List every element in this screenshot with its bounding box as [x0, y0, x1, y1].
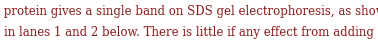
Text: . A protein gives a single band on SDS gel electrophoresis, as shown: . A protein gives a single band on SDS g… [0, 5, 378, 18]
Text: in lanes 1 and 2 below. There is little if any effect from adding: in lanes 1 and 2 below. There is little … [4, 26, 374, 39]
